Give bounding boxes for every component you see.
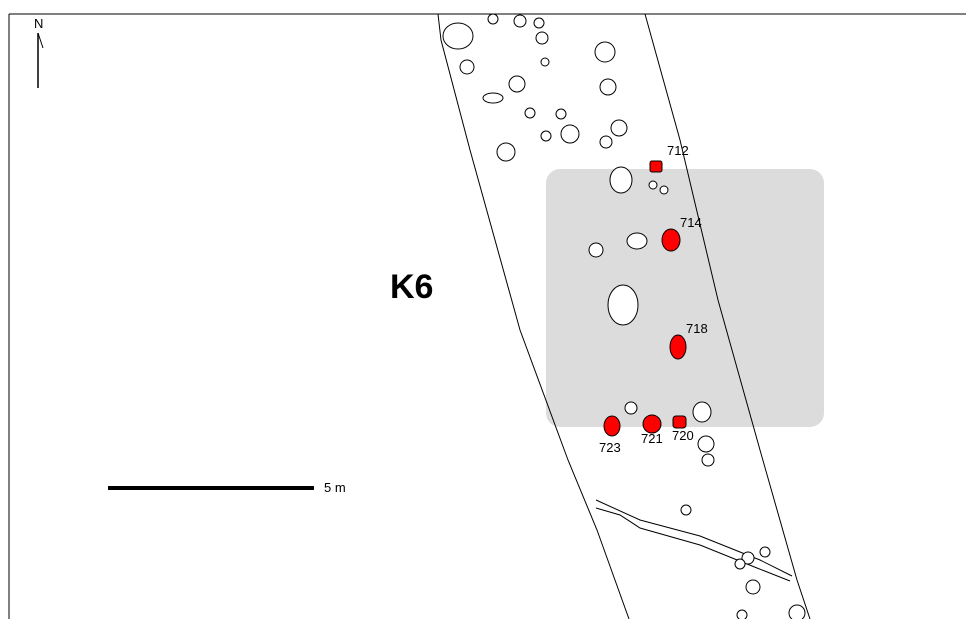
map-frame bbox=[8, 13, 966, 619]
other-features bbox=[442, 13, 806, 619]
scale-label: 5 m bbox=[324, 480, 346, 495]
feature-720[interactable] bbox=[672, 415, 687, 429]
feature-723[interactable] bbox=[603, 415, 621, 437]
trench-outline bbox=[437, 13, 811, 619]
feature-721[interactable] bbox=[642, 414, 662, 434]
feature-label-714: 714 bbox=[680, 215, 702, 230]
area-label: K6 bbox=[390, 268, 433, 306]
scale-bar bbox=[108, 486, 314, 490]
highlight-area bbox=[546, 169, 824, 427]
feature-712[interactable] bbox=[649, 160, 663, 173]
feature-label-720: 720 bbox=[672, 428, 694, 443]
feature-714[interactable] bbox=[661, 228, 681, 252]
feature-718[interactable] bbox=[669, 334, 687, 360]
north-label: N bbox=[34, 16, 43, 31]
feature-label-721: 721 bbox=[641, 431, 663, 446]
north-arrow-icon bbox=[37, 32, 44, 88]
feature-label-723: 723 bbox=[599, 440, 621, 455]
feature-label-718: 718 bbox=[686, 321, 708, 336]
feature-label-712: 712 bbox=[667, 143, 689, 158]
